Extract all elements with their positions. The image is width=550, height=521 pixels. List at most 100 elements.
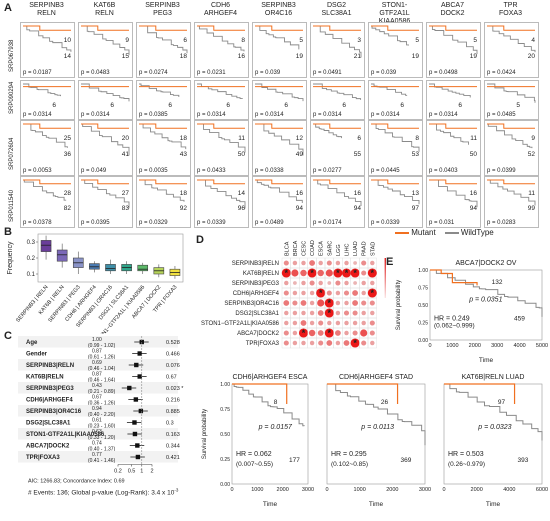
heatmap-dot	[324, 308, 334, 318]
heatmap-dot	[369, 330, 375, 336]
heatmap-dot	[333, 268, 343, 278]
gene-pair-top: KAT6B	[93, 2, 116, 9]
confidence-interval: (0.36 - 1.26)	[88, 401, 116, 407]
mutant-count: 25	[63, 134, 71, 142]
gene-pair-bottom: ARHGEF4	[203, 10, 238, 17]
row-stripe	[18, 405, 178, 417]
mutant-curve	[139, 179, 187, 185]
forest-row-name: SERPINB3|RELN	[26, 363, 74, 369]
mutant-curve	[197, 25, 245, 31]
p-value: p = 0.039	[371, 70, 397, 76]
heatmap-dot	[300, 300, 307, 306]
mutant-curve	[23, 179, 71, 185]
heatmap-dot	[300, 269, 307, 277]
p-value: p = 0.0378	[23, 220, 52, 226]
row-stripe	[18, 428, 178, 440]
estimate-marker	[138, 408, 144, 414]
km-mini-plot: 16 94 p = 0.0489	[252, 176, 307, 228]
heatmap-dot	[309, 260, 315, 266]
heatmap-dot	[317, 310, 324, 316]
forest-p-value: 0.67	[166, 375, 177, 381]
gene-pair-header: STON1-GTF2A1LKIAA0586	[368, 2, 421, 26]
p-value: p = 0.0424	[487, 70, 516, 76]
legend: Mutant WildType	[395, 228, 494, 237]
panel-label-c: C	[4, 330, 12, 342]
wildtype-count: 82	[63, 204, 71, 212]
heatmap-dot	[284, 310, 289, 316]
y-tick-label: 0.1	[27, 272, 36, 278]
forest-p-value: 0.885	[166, 409, 180, 415]
heatmap-dot	[284, 320, 289, 326]
km-frame	[326, 383, 426, 485]
heatmap-dot	[335, 320, 341, 326]
forest-row-name: Age	[26, 340, 38, 346]
gene-pair-header: DSG2 SLC38A1	[310, 2, 363, 18]
heatmap-dot	[352, 330, 358, 336]
km-x-tick: 2000	[471, 487, 483, 493]
mutant-count: 20	[121, 134, 129, 142]
km-p-value: p = 0.0351	[468, 297, 502, 304]
mutant-curve	[255, 25, 303, 31]
km-title: KAT6B|RELN LUAD	[462, 374, 525, 381]
wildtype-count: 459	[514, 315, 525, 322]
wildtype-count: 50	[237, 150, 245, 158]
wildtype-count: 6	[110, 101, 114, 109]
wildtype-curve	[487, 179, 536, 206]
mutant-curve	[23, 123, 71, 129]
heatmap-dot	[317, 330, 324, 336]
mutant-count: 6	[357, 134, 361, 142]
legend-mutant-swatch	[395, 231, 409, 234]
wildtype-curve	[327, 383, 426, 446]
row-stripe	[18, 359, 178, 371]
wildtype-count: 369	[401, 457, 412, 464]
estimate-marker	[137, 374, 142, 379]
heatmap-dot	[352, 320, 358, 326]
heatmap-row-label: SERPINB3|PEG3	[232, 281, 280, 287]
box	[56, 249, 68, 262]
heatmap-column-label: STAD	[370, 242, 376, 256]
km-plot: CDH6|ARHGEF4 ESCA Survival probability 0.0…	[202, 374, 314, 508]
forest-p-value: 0.344	[166, 444, 180, 450]
wildtype-count: 18	[179, 52, 187, 60]
heatmap-dot	[309, 320, 315, 326]
heatmap-dot	[344, 280, 349, 286]
heatmap-dot	[343, 290, 350, 296]
km-mini-plot: 5 19 p = 0.039	[368, 22, 423, 78]
gene-pair-top: DSG2	[326, 2, 347, 9]
significance-star: *	[371, 268, 375, 278]
box	[137, 264, 149, 272]
hazard-ratio: 0.61	[92, 418, 102, 424]
project-id-label: SRP011540	[9, 190, 15, 222]
p-value: p = 0.0314	[371, 112, 400, 118]
wildtype-count: 49	[295, 150, 303, 158]
gene-pair-bottom: RELN	[37, 10, 56, 17]
wildtype-count: 94	[295, 204, 303, 212]
heatmap-dot	[283, 340, 289, 346]
heatmap-dot	[370, 280, 375, 286]
mutant-count: 16	[469, 189, 477, 197]
panel-d-heatmap: BLCA BRCA CESC COAD ESCA SARC LGG LIHC LUAD PAAD S…	[201, 240, 386, 349]
km-x-tick: 2000	[386, 487, 398, 493]
gene-pair-bottom: PEG3	[153, 10, 172, 17]
wildtype-curve	[313, 123, 343, 139]
mutant-curve	[23, 25, 71, 31]
mutant-curve	[429, 123, 477, 129]
p-value: p = 0.0314	[81, 112, 110, 118]
forest-row-name: SERPINB3|PEG3	[26, 386, 74, 392]
mutant-curve	[255, 123, 303, 129]
mutant-curve	[487, 25, 535, 31]
wildtype-curve	[197, 179, 246, 209]
heatmap-dot	[318, 320, 324, 326]
mutant-curve	[327, 383, 399, 404]
mutant-count: 11	[238, 134, 245, 142]
heatmap-dot	[369, 300, 375, 306]
km-x-tick: 1000	[446, 343, 458, 349]
p-value: p = 0.0053	[23, 168, 52, 174]
p-value: p = 0.0339	[197, 220, 226, 226]
wildtype-curve	[81, 123, 130, 156]
heatmap-dot	[318, 340, 324, 346]
km-x-tick: 0	[325, 487, 328, 493]
